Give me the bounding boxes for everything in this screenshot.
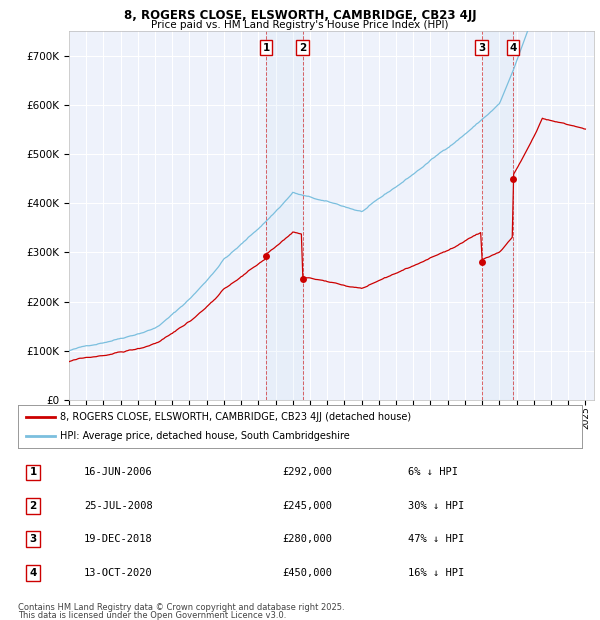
Text: 47% ↓ HPI: 47% ↓ HPI (408, 534, 464, 544)
Text: 13-OCT-2020: 13-OCT-2020 (84, 568, 153, 578)
Text: Price paid vs. HM Land Registry's House Price Index (HPI): Price paid vs. HM Land Registry's House … (151, 20, 449, 30)
Text: 30% ↓ HPI: 30% ↓ HPI (408, 501, 464, 511)
Text: 25-JUL-2008: 25-JUL-2008 (84, 501, 153, 511)
Text: 19-DEC-2018: 19-DEC-2018 (84, 534, 153, 544)
Text: 4: 4 (29, 568, 37, 578)
Text: 16% ↓ HPI: 16% ↓ HPI (408, 568, 464, 578)
Text: £292,000: £292,000 (282, 467, 332, 477)
Text: This data is licensed under the Open Government Licence v3.0.: This data is licensed under the Open Gov… (18, 611, 286, 620)
Text: £450,000: £450,000 (282, 568, 332, 578)
Bar (266, 31, 302, 400)
Text: 8, ROGERS CLOSE, ELSWORTH, CAMBRIDGE, CB23 4JJ: 8, ROGERS CLOSE, ELSWORTH, CAMBRIDGE, CB… (124, 9, 476, 22)
Text: 1: 1 (29, 467, 37, 477)
Text: 3: 3 (29, 534, 37, 544)
Text: 8, ROGERS CLOSE, ELSWORTH, CAMBRIDGE, CB23 4JJ (detached house): 8, ROGERS CLOSE, ELSWORTH, CAMBRIDGE, CB… (60, 412, 412, 422)
Text: 3: 3 (478, 43, 485, 53)
Text: Contains HM Land Registry data © Crown copyright and database right 2025.: Contains HM Land Registry data © Crown c… (18, 603, 344, 612)
Text: £280,000: £280,000 (282, 534, 332, 544)
Text: 2: 2 (299, 43, 306, 53)
Bar (482, 31, 513, 400)
Text: 6% ↓ HPI: 6% ↓ HPI (408, 467, 458, 477)
Text: £245,000: £245,000 (282, 501, 332, 511)
Text: HPI: Average price, detached house, South Cambridgeshire: HPI: Average price, detached house, Sout… (60, 432, 350, 441)
Text: 2: 2 (29, 501, 37, 511)
Text: 1: 1 (263, 43, 270, 53)
Text: 4: 4 (509, 43, 517, 53)
Text: 16-JUN-2006: 16-JUN-2006 (84, 467, 153, 477)
